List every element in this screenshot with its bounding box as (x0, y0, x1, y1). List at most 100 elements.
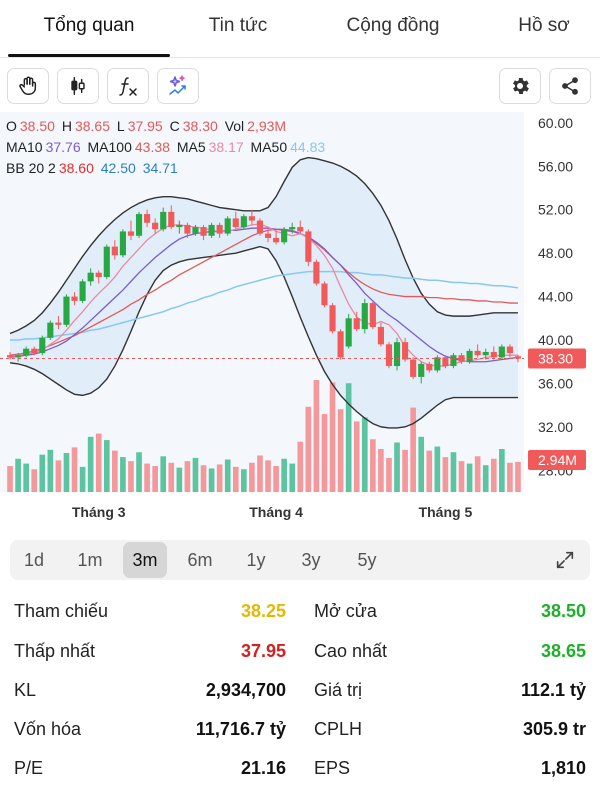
gear-icon (513, 78, 529, 94)
candle-body (144, 214, 151, 223)
volume-bar (329, 382, 336, 492)
volume-bar (402, 449, 408, 492)
stat-open: Mở cửa 38.50 (314, 601, 586, 639)
range-1d[interactable]: 1d (23, 550, 45, 570)
volume-bar (458, 461, 465, 492)
tab-community[interactable]: Cộng đồng (346, 15, 440, 36)
range-1m[interactable]: 1m (77, 550, 103, 570)
bb-mid-value: 42.50 (100, 160, 136, 176)
candle-body (95, 272, 102, 278)
volume-bar (184, 461, 191, 492)
candle-body (466, 350, 473, 362)
volume-bar (370, 439, 376, 492)
candle-body (127, 231, 135, 236)
tab-news[interactable]: Tin tức (208, 15, 268, 36)
y-tick-label: 52.00 (538, 202, 573, 218)
stat-shares-label: CPLH (314, 719, 363, 739)
candle-body (426, 363, 433, 371)
active-tab-indicator (8, 54, 170, 57)
x-axis-label: Tháng 5 (419, 504, 473, 520)
indicator-function-button[interactable] (107, 68, 149, 104)
volume-bar (79, 466, 86, 492)
range-6m[interactable]: 6m (187, 550, 213, 570)
volume-bar (208, 468, 215, 492)
volume-bar (418, 436, 425, 492)
tab-overview[interactable]: Tổng quan (43, 15, 135, 36)
volume-bar (434, 446, 441, 492)
ai-analysis-button[interactable] (157, 68, 199, 104)
ma100-label: MA100 (87, 139, 132, 155)
hand-cursor-button[interactable] (7, 68, 49, 104)
candle-body (329, 305, 336, 332)
stat-reference: Tham chiếu 38.25 (14, 601, 286, 639)
candlestick-icon (71, 77, 85, 95)
volume-bar (63, 453, 70, 492)
range-3y[interactable]: 3y (301, 550, 321, 570)
volume-bar (482, 465, 489, 492)
share-button[interactable] (549, 68, 591, 104)
candle-body (442, 357, 449, 367)
volume-bar (273, 466, 279, 492)
candle-body (377, 326, 384, 345)
ohlc-vol-label: Vol (224, 118, 245, 134)
time-range-selector: 1d 1m 3m 6m 1y 3y 5y (10, 540, 590, 580)
candle-body (208, 224, 215, 236)
candle-body (450, 355, 457, 367)
candle-body (160, 211, 167, 230)
ohlc-vol-value: 2,93M (247, 118, 287, 134)
candle-body (103, 246, 110, 278)
expand-arrows-icon[interactable] (554, 549, 576, 571)
price-chart[interactable]: 60.00 56.00 52.00 48.00 44.00 40.00 36.00 32.00… (0, 112, 600, 524)
y-tick-label: 60.00 (538, 115, 573, 131)
ohlc-high-value: 38.65 (74, 118, 110, 134)
candle-body (87, 272, 94, 282)
volume-bar (345, 383, 352, 492)
ohlc-close-label: C (169, 118, 180, 134)
volume-bar (87, 436, 94, 492)
candle-body (345, 318, 352, 347)
volume-bar (426, 450, 433, 492)
y-tick-label: 56.00 (538, 158, 573, 174)
x-axis-label: Tháng 3 (72, 504, 126, 520)
candle-body (361, 303, 368, 330)
volume-bar (128, 461, 134, 492)
candlestick-button[interactable] (57, 68, 99, 104)
y-tick-label: 36.00 (538, 375, 573, 391)
range-1y[interactable]: 1y (246, 550, 266, 570)
bollinger-upper-line (9, 156, 518, 335)
candle-body (31, 348, 38, 354)
bb-label: BB 20 2 (6, 160, 56, 176)
candle-body (224, 218, 231, 234)
tab-profile[interactable]: Hồ sơ (518, 15, 570, 36)
candle-body (240, 216, 247, 228)
share-icon (562, 77, 578, 95)
last-volume-badge (528, 450, 586, 470)
candle-body (135, 214, 143, 236)
range-3m[interactable]: 3m (123, 542, 167, 578)
volume-bar (265, 460, 271, 492)
candle-body (6, 355, 14, 358)
candlestick-chart-svg[interactable]: 60.00 56.00 52.00 48.00 44.00 40.00 36.00 32.00… (0, 112, 600, 524)
volume-bar (305, 406, 312, 492)
function-icon (119, 77, 137, 96)
volume-bar (216, 464, 223, 492)
volume-bar (249, 462, 255, 492)
y-tick-label: 44.00 (538, 289, 573, 305)
ma100-value: 43.38 (134, 139, 170, 155)
ai-sparkle-icon (169, 75, 186, 95)
volume-bar (361, 417, 368, 492)
top-tab-bar: Tổng quan Tin tức Cộng đồng Hồ sơ (0, 0, 600, 58)
volume-bar (103, 440, 110, 492)
range-5y[interactable]: 5y (357, 550, 377, 570)
volume-bar (55, 460, 62, 492)
volume-bar (241, 469, 247, 492)
candle-body (256, 220, 264, 234)
stat-reference-value: 38.25 (240, 601, 286, 621)
hand-cursor-icon (19, 76, 37, 95)
candle-body (47, 322, 54, 338)
bb-lower-value: 34.71 (142, 160, 178, 176)
candle-body (200, 227, 207, 236)
settings-button[interactable] (499, 68, 541, 104)
candle-body (337, 331, 344, 358)
volume-bar (200, 465, 207, 492)
